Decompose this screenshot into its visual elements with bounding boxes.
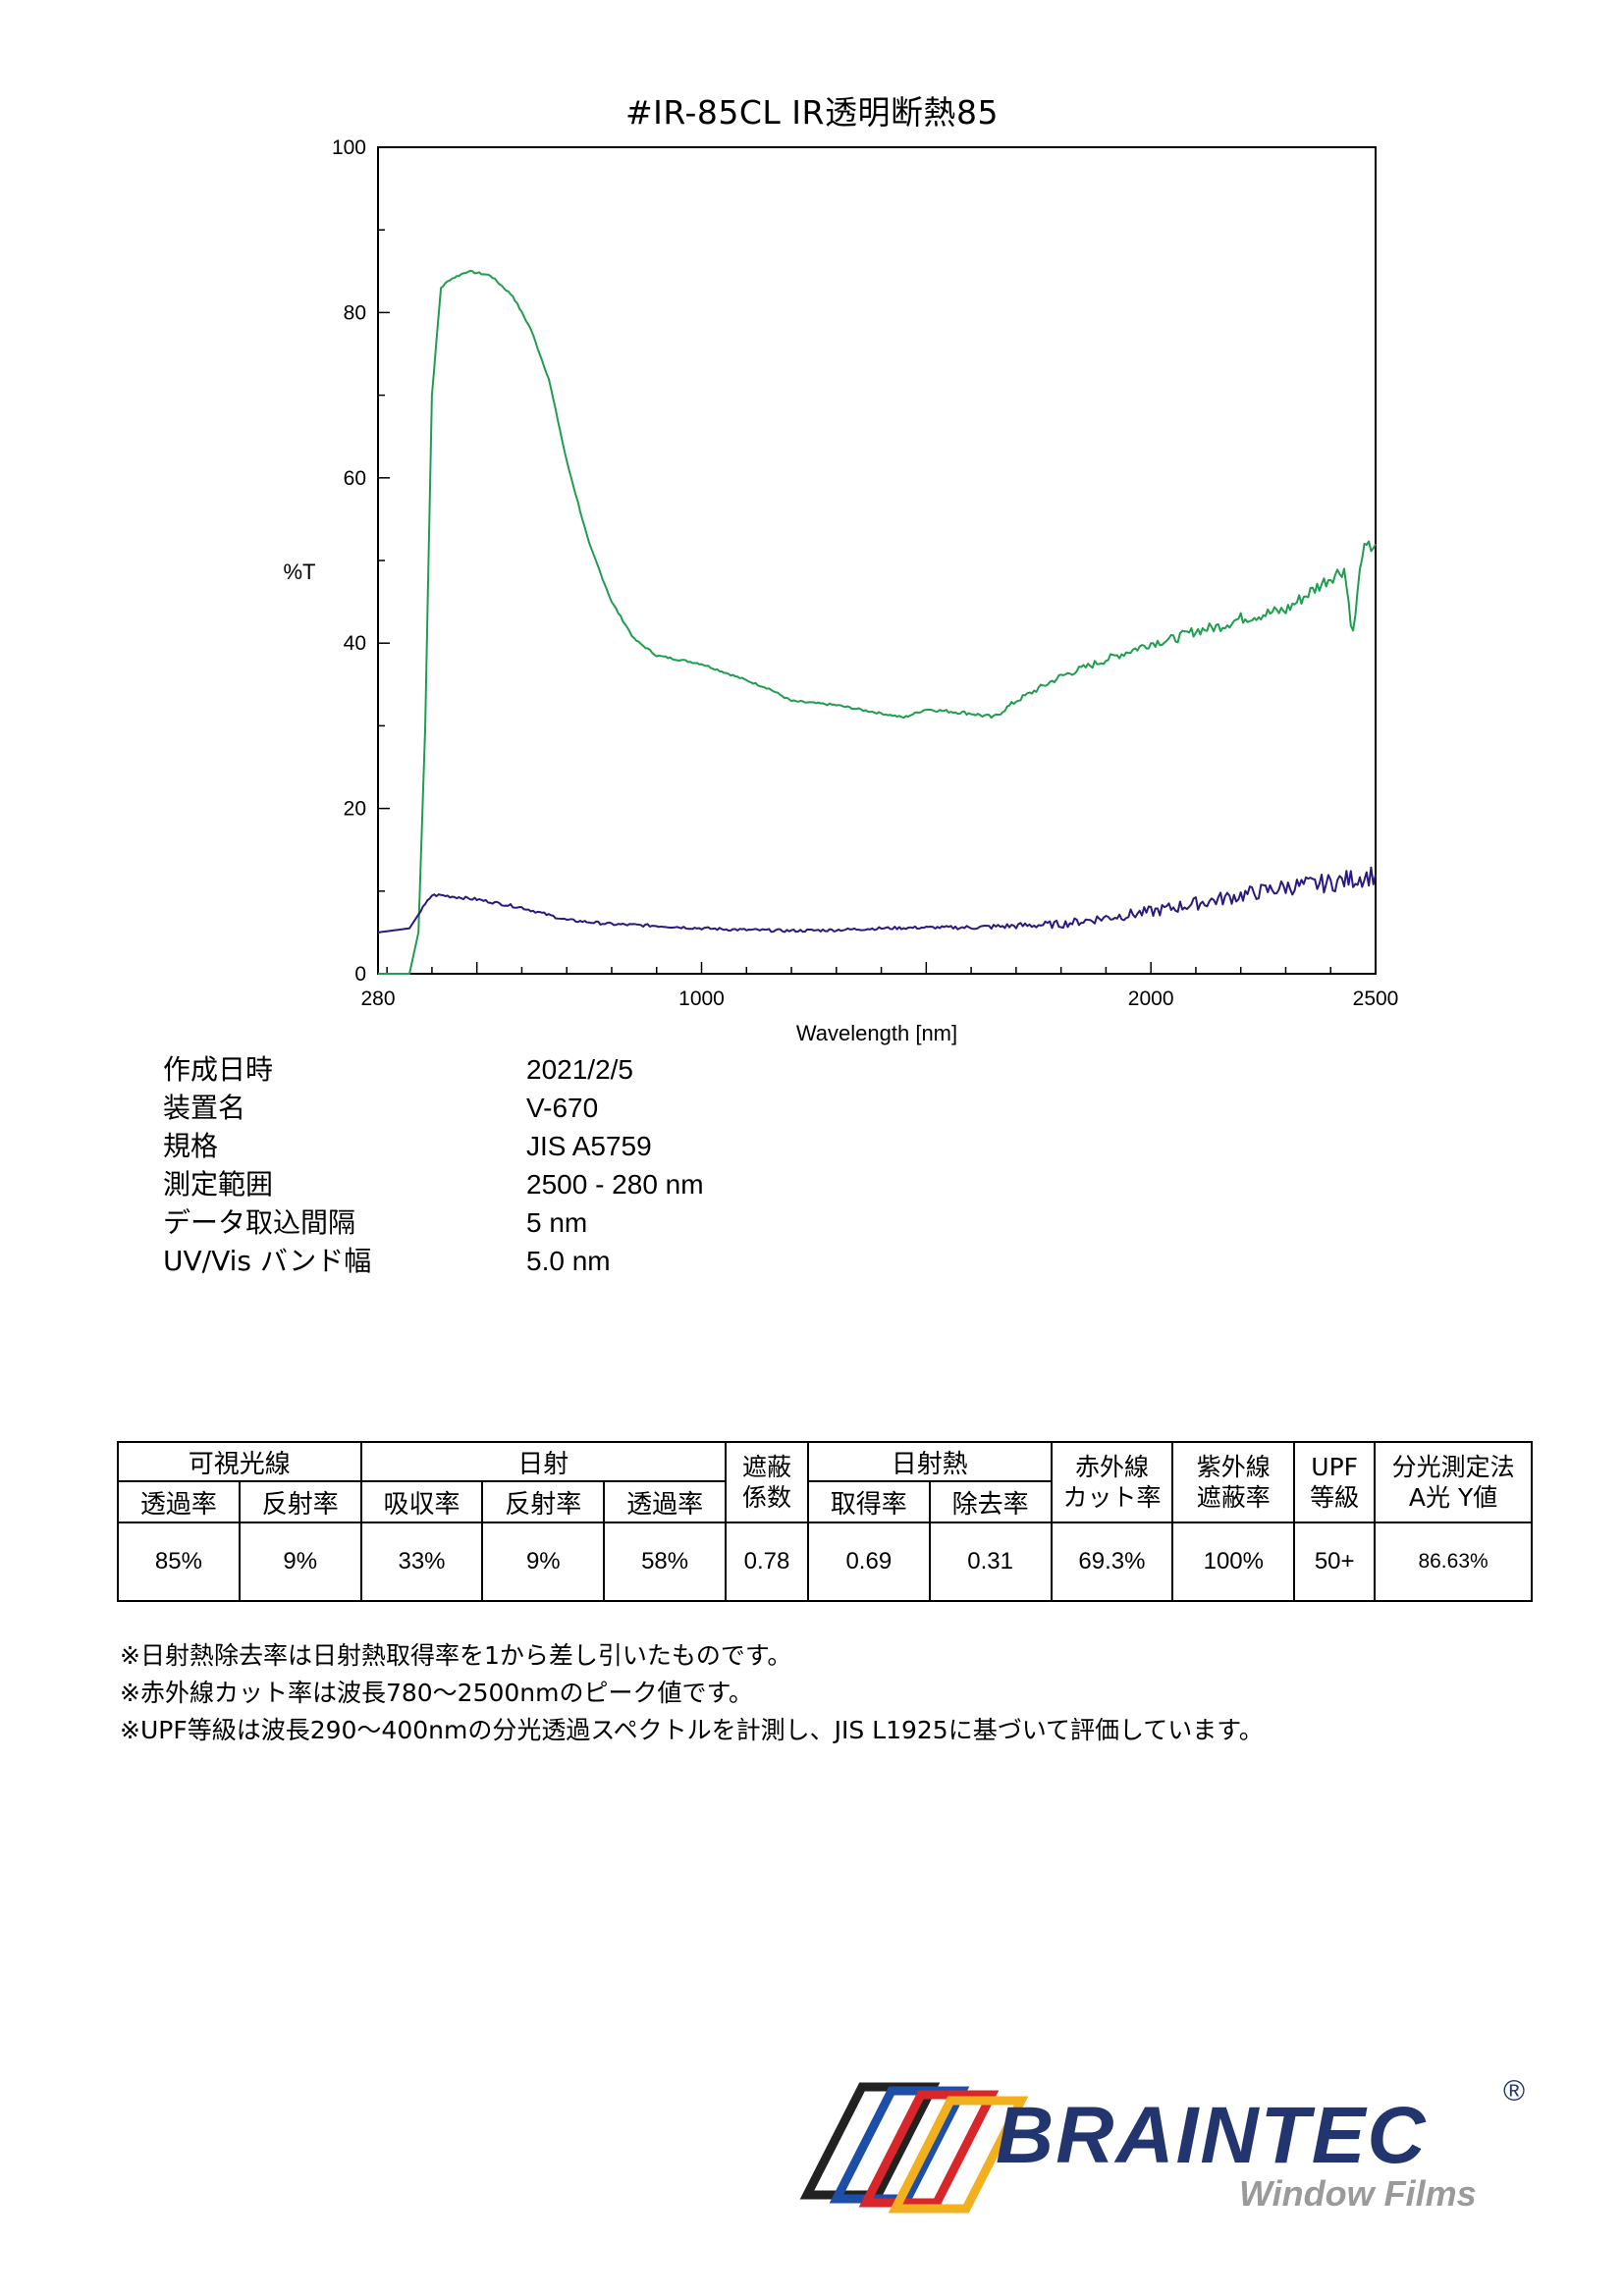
subheader-cell: 透過率	[603, 1480, 727, 1523]
y-tick-label: 40	[344, 632, 366, 655]
spec-row: 装置名 V-670	[163, 1089, 704, 1127]
y-tick-label: 20	[344, 798, 366, 821]
table-cell: 0.31	[928, 1522, 1053, 1602]
header-text: 遮蔽	[741, 1453, 791, 1481]
spec-value: JIS A5759	[526, 1131, 652, 1161]
spec-value: 2500 - 280 nm	[526, 1169, 704, 1200]
table-cell: 100%	[1171, 1522, 1296, 1602]
header-text: 係数	[741, 1483, 791, 1512]
subheader-cell: 透過率	[117, 1480, 241, 1523]
spec-value: V-670	[526, 1093, 599, 1123]
table-cell: 50+	[1293, 1522, 1377, 1602]
footnotes: ※日射熱除去率は日射熱取得率を1から差し引いたものです。 ※赤外線カット率は波長…	[120, 1637, 1264, 1749]
spec-value: 5.0 nm	[526, 1246, 611, 1276]
header-spectral-method: 分光測定法 A光 Y値	[1374, 1441, 1533, 1523]
header-text: 赤外線	[1074, 1453, 1149, 1481]
spec-value: 2021/2/5	[526, 1054, 633, 1085]
footnote: ※日射熱除去率は日射熱取得率を1から差し引いたものです。	[120, 1641, 792, 1670]
header-text: 等級	[1310, 1483, 1360, 1512]
footnote: ※UPF等級は波長290～400nmの分光透過スペクトルを計測し、JIS L19…	[120, 1716, 1264, 1744]
spec-label: 規格	[163, 1130, 219, 1162]
header-shielding-coefficient: 遮蔽 係数	[725, 1441, 809, 1523]
table-cell: 0.78	[725, 1522, 809, 1602]
spec-row: UV/Vis バンド幅 5.0 nm	[163, 1242, 704, 1280]
header-text: カット率	[1062, 1483, 1162, 1512]
subheader-cell: 取得率	[806, 1480, 931, 1523]
table-row: 85% 9% 33% 9% 58% 0.78 0.69 0.31 69.3% 1…	[117, 1522, 1533, 1602]
header-visible-light: 可視光線	[117, 1441, 362, 1482]
performance-table: 可視光線 日射 遮蔽 係数 日射熱 赤外線 カット率 紫外線 遮蔽率 UPF 等級 分光…	[117, 1441, 1533, 1602]
registered-mark: ®	[1503, 2075, 1526, 2108]
logo-frame-red	[858, 2090, 1000, 2208]
table-cell: 86.63%	[1374, 1522, 1533, 1602]
subheader-cell: 反射率	[481, 1480, 606, 1523]
table-cell: 69.3%	[1050, 1522, 1174, 1602]
x-tick-label: 2500	[1353, 988, 1399, 1010]
y-tick-label: 80	[344, 301, 366, 324]
spec-row: 測定範囲 2500 - 280 nm	[163, 1165, 704, 1203]
y-axis: 0 20 40 60 80 100	[332, 136, 390, 986]
braintec-logo-mark	[799, 2082, 1029, 2214]
x-axis-label: Wavelength [nm]	[796, 1021, 957, 1045]
header-solar-heat: 日射熱	[806, 1441, 1053, 1482]
footnote: ※赤外線カット率は波長780～2500nmのピーク値です。	[120, 1679, 753, 1707]
table-cell: 0.69	[806, 1522, 931, 1602]
table-cell: 58%	[603, 1522, 727, 1602]
header-text: UPF	[1311, 1453, 1359, 1481]
y-axis-label: %T	[284, 560, 316, 584]
spec-label: データ取込間隔	[163, 1206, 356, 1239]
x-tick-label: 280	[360, 988, 395, 1010]
subheader-cell: 除去率	[928, 1480, 1053, 1523]
header-uv-shield: 紫外線 遮蔽率	[1171, 1441, 1296, 1523]
spectrum-chart: 0 20 40 60 80 100 280 1000 2000 2500 %T Waveleng…	[284, 136, 1399, 1045]
x-tick-label: 1000	[678, 988, 725, 1010]
header-text: A光 Y値	[1408, 1483, 1498, 1512]
brand-subtitle: Window Films	[1239, 2173, 1477, 2214]
series-line	[377, 866, 1377, 934]
plot-area	[377, 146, 1377, 975]
subheader-cell: 反射率	[238, 1480, 362, 1523]
spec-row: データ取込間隔 5 nm	[163, 1203, 704, 1242]
header-solar: 日射	[359, 1441, 728, 1482]
y-tick-label: 60	[344, 467, 366, 490]
table-cell: 9%	[481, 1522, 606, 1602]
spec-value: 5 nm	[526, 1207, 588, 1238]
header-text: 分光測定法	[1391, 1453, 1515, 1481]
spec-label: 装置名	[163, 1092, 246, 1124]
logo-frame-yellow	[888, 2096, 1029, 2214]
table-cell: 33%	[359, 1522, 484, 1602]
header-text: 紫外線	[1196, 1453, 1271, 1481]
spec-label: 作成日時	[163, 1053, 274, 1086]
header-upf-grade: UPF 等級	[1293, 1441, 1377, 1523]
x-axis: 280 1000 2000 2500	[360, 962, 1398, 1010]
spec-label: 測定範囲	[163, 1168, 274, 1201]
spec-label: UV/Vis バンド幅	[163, 1245, 372, 1277]
subheader-cell: 吸収率	[359, 1480, 484, 1523]
spec-row: 規格 JIS A5759	[163, 1127, 704, 1165]
spec-row: 作成日時 2021/2/5	[163, 1050, 704, 1089]
measurement-specs: 作成日時 2021/2/5 装置名 V-670 規格 JIS A5759 測定範囲 25…	[163, 1050, 704, 1280]
brand-name: BRAINTEC	[996, 2091, 1428, 2180]
chart-title: #IR-85CL IR透明断熱85	[625, 93, 999, 132]
header-text: 遮蔽率	[1196, 1483, 1271, 1512]
table-subheader-row: 透過率 反射率 吸収率 反射率 透過率 取得率 除去率	[117, 1480, 1532, 1523]
x-tick-label: 2000	[1128, 988, 1174, 1010]
table-header-row: 可視光線 日射 遮蔽 係数 日射熱 赤外線 カット率 紫外線 遮蔽率 UPF 等級 分光…	[117, 1441, 1533, 1523]
series-layer	[377, 269, 1377, 975]
y-tick-label: 100	[332, 136, 366, 159]
header-ir-cut: 赤外線 カット率	[1050, 1441, 1174, 1523]
y-tick-label: 0	[354, 963, 366, 986]
series-line	[378, 269, 1377, 975]
table-cell: 85%	[117, 1522, 241, 1602]
table-cell: 9%	[238, 1522, 362, 1602]
